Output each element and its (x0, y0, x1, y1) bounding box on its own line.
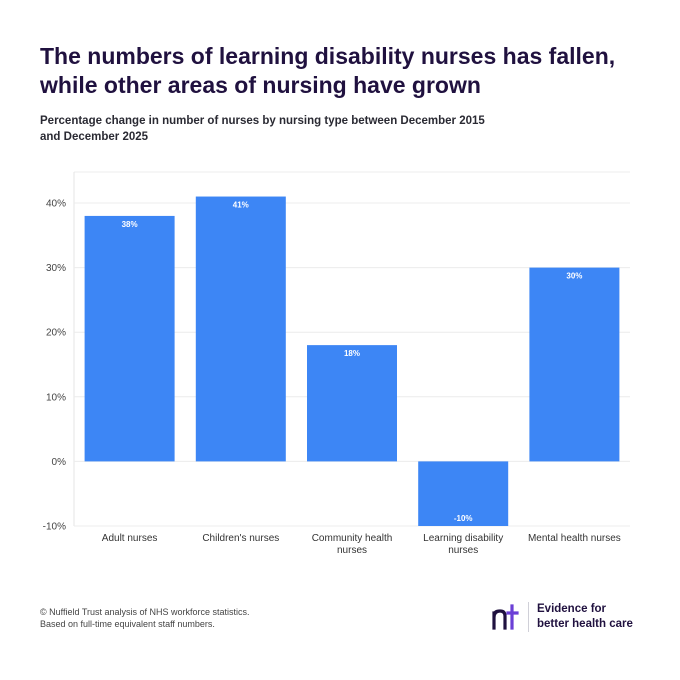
x-category-label: Community health (312, 533, 393, 544)
x-category-label: Mental health nurses (528, 533, 621, 544)
data-label: 30% (566, 272, 582, 281)
brand-block: Evidence for better health care (490, 600, 633, 634)
data-label: 41% (233, 201, 249, 210)
chart-subtitle: Percentage change in number of nurses by… (40, 115, 485, 143)
x-category-label: nurses (337, 545, 367, 556)
brand-divider (528, 602, 529, 632)
source-line-1: © Nuffield Trust analysis of NHS workfor… (40, 607, 250, 617)
bar (529, 267, 620, 462)
bar-chart: -10% 0% 10% 20% 30% 40% 38% Adult nurses 41% Chil… (43, 171, 630, 556)
data-label: -10% (454, 514, 473, 523)
chart-title: The numbers of learning disability nurse… (40, 43, 616, 98)
source-line-2: Based on full-time equivalent staff numb… (40, 619, 215, 629)
y-tick-label: 40% (46, 199, 66, 210)
y-tick-label: -10% (43, 522, 66, 533)
y-tick-label: 20% (46, 328, 66, 339)
tagline-line-1: Evidence for (537, 603, 607, 615)
data-label: 18% (344, 349, 360, 358)
y-tick-label: 10% (46, 392, 66, 403)
nuffield-trust-logo-icon (490, 601, 522, 633)
x-category-label: Adult nurses (102, 533, 158, 544)
brand-tagline: Evidence for better health care (537, 602, 633, 632)
x-category-label: nurses (448, 545, 478, 556)
bar (195, 196, 286, 462)
bar (307, 345, 397, 462)
data-label: 38% (122, 220, 138, 229)
source-note: © Nuffield Trust analysis of NHS workfor… (40, 606, 340, 630)
bar (418, 461, 509, 526)
x-category-label: Learning disability (423, 533, 503, 544)
bar (84, 215, 175, 462)
y-tick-label: 0% (52, 457, 67, 468)
x-category-label: Children's nurses (202, 533, 279, 544)
y-tick-label: 30% (46, 263, 66, 274)
tagline-line-2: better health care (537, 618, 633, 630)
